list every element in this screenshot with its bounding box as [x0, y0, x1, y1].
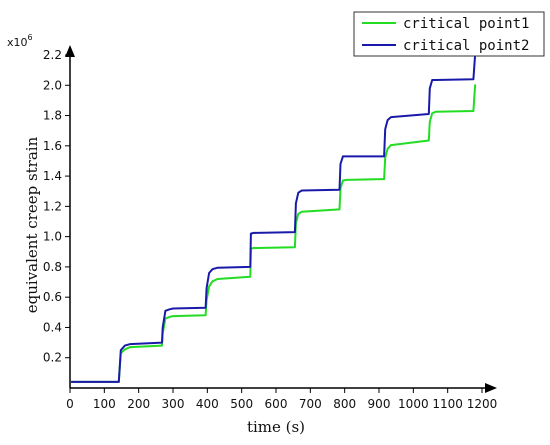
series-line-1	[70, 84, 477, 383]
x-tick-label: 1100	[432, 397, 463, 411]
x-tick-label: 1000	[398, 397, 429, 411]
y-axis-title: equivalent creep strain	[23, 136, 41, 313]
series-line-2	[70, 54, 477, 383]
legend-label-series-2: critical point2	[403, 38, 529, 54]
x-tick-label: 1200	[467, 397, 498, 411]
x-tick-label: 500	[230, 397, 253, 411]
y-tick-label: 2.2	[43, 48, 62, 62]
series-lines	[70, 54, 477, 383]
y-multiplier-label: x106	[7, 33, 33, 49]
y-tick-label: 1.4	[43, 169, 62, 183]
x-tick-label: 700	[299, 397, 322, 411]
y-axis-arrow	[65, 45, 75, 57]
legend: critical point1 critical point2	[353, 11, 545, 57]
x-tick-label: 100	[93, 397, 116, 411]
y-tick-label: 1.0	[43, 230, 62, 244]
x-tick-label: 600	[265, 397, 288, 411]
x-tick-label: 900	[368, 397, 391, 411]
y-tick-label: 2.0	[43, 78, 62, 92]
y-tick-label: 0.6	[43, 290, 62, 304]
x-ticks: 0 100 200 300 400 500 600 700 800 900 1000 1100 1200	[66, 388, 497, 411]
y-tick-label: 0.2	[43, 351, 62, 365]
x-axis-arrow	[485, 383, 497, 393]
x-tick-label: 800	[333, 397, 356, 411]
x-tick-label: 400	[196, 397, 219, 411]
y-tick-label: 1.8	[43, 109, 62, 123]
x-tick-label: 0	[66, 397, 74, 411]
x-tick-label: 200	[127, 397, 150, 411]
y-tick-label: 0.4	[43, 320, 62, 334]
x-tick-label: 300	[162, 397, 185, 411]
y-tick-label: 0.8	[43, 260, 62, 274]
legend-label-series-1: critical point1	[403, 16, 529, 32]
y-ticks: 0.2 0.4 0.6 0.8 1.0 1.2 1.4 1.6 1.8 2.0 2.2	[43, 48, 70, 365]
x-axis-title: time (s)	[247, 418, 305, 436]
legend-box	[353, 11, 545, 57]
axes	[65, 45, 497, 393]
y-tick-label: 1.6	[43, 139, 62, 153]
y-tick-label: 1.2	[43, 199, 62, 213]
